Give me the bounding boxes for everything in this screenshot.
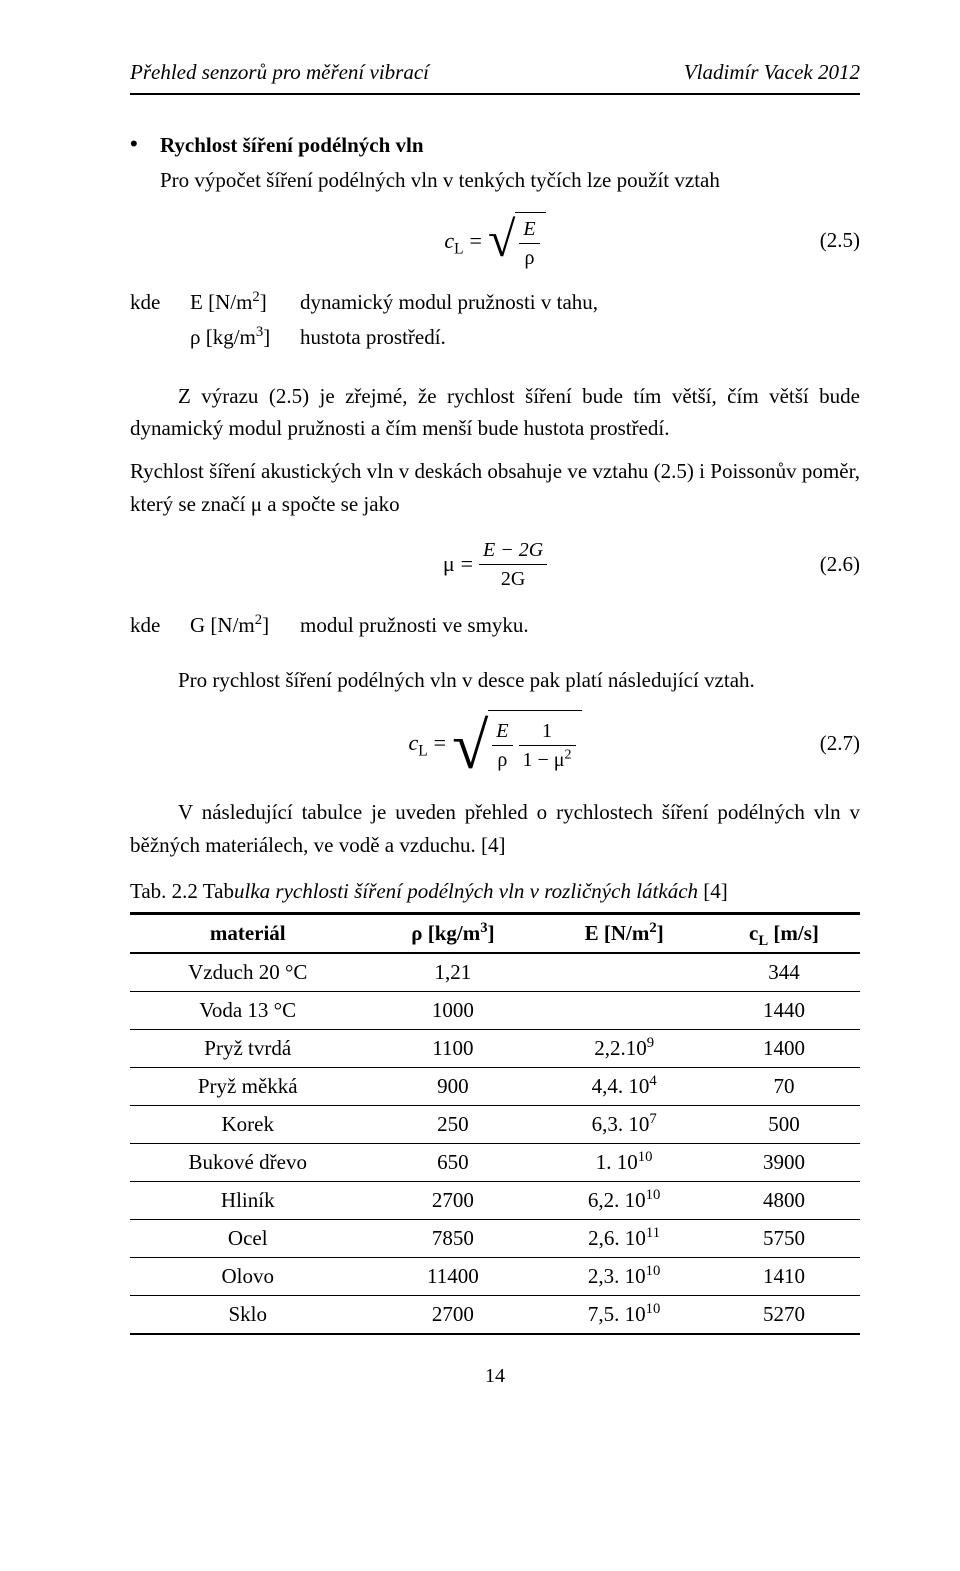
- table-cell: 1400: [708, 1030, 860, 1068]
- bullet-icon: •: [130, 133, 160, 155]
- table-cell: Hliník: [130, 1182, 366, 1220]
- table-cell: [540, 953, 708, 992]
- table-cell: [540, 992, 708, 1030]
- header-right: Vladimír Vacek 2012: [684, 60, 860, 85]
- table-row: Pryž měkká9004,4. 10470: [130, 1068, 860, 1106]
- col-modulus: E [N/m2]: [540, 914, 708, 954]
- table-row: Korek2506,3. 107500: [130, 1106, 860, 1144]
- eq27-sqrt: √ E ρ 1 1 − μ2: [452, 710, 581, 776]
- equation-2-5: cL = √ E ρ (2.5): [130, 211, 860, 271]
- table-cell: 2700: [366, 1296, 541, 1335]
- header-left: Přehled senzorů pro měření vibrací: [130, 60, 429, 85]
- table-cell: Vzduch 20 °C: [130, 953, 366, 992]
- table-cell: 1. 1010: [540, 1144, 708, 1182]
- table-cell: 4800: [708, 1182, 860, 1220]
- page-number: 14: [130, 1365, 860, 1388]
- eq26-fraction: E − 2G 2G: [479, 538, 547, 591]
- where-list-2: kde G [N/m2] modul pružnosti ve smyku.: [130, 608, 860, 644]
- equation-2-7: cL = √ E ρ 1 1 − μ2: [130, 710, 860, 776]
- table-cell: 2700: [366, 1182, 541, 1220]
- table-cell: 1440: [708, 992, 860, 1030]
- intro-paragraph: Pro výpočet šíření podélných vln v tenký…: [160, 164, 860, 197]
- table-cell: Pryž měkká: [130, 1068, 366, 1106]
- table-cell: Voda 13 °C: [130, 992, 366, 1030]
- table-row: Sklo27007,5. 10105270: [130, 1296, 860, 1335]
- table-cell: 6,3. 107: [540, 1106, 708, 1144]
- paragraph-5: V následující tabulce je uveden přehled …: [130, 796, 860, 861]
- where2-sym: G [N/m2]: [190, 608, 300, 644]
- table-cell: 2,2.109: [540, 1030, 708, 1068]
- table-row: Voda 13 °C1000 1440: [130, 992, 860, 1030]
- table-cell: 900: [366, 1068, 541, 1106]
- table-row: Bukové dřevo6501. 10103900: [130, 1144, 860, 1182]
- section-heading-row: • Rychlost šíření podélných vln: [130, 133, 860, 158]
- table-cell: 2,6. 1011: [540, 1220, 708, 1258]
- table-cell: 2,3. 1010: [540, 1258, 708, 1296]
- eq27-number: (2.7): [820, 731, 860, 756]
- col-density: ρ [kg/m3]: [366, 914, 541, 954]
- table-cell: 7850: [366, 1220, 541, 1258]
- table-cell: Bukové dřevo: [130, 1144, 366, 1182]
- eq27-lhs: cL: [408, 730, 427, 756]
- eq25-number: (2.5): [820, 228, 860, 253]
- where-list-1: kde E [N/m2] dynamický modul pružnosti v…: [130, 285, 860, 356]
- table-caption: Tab. 2.2 Tabulka rychlosti šíření podéln…: [130, 879, 860, 904]
- table-cell: 1000: [366, 992, 541, 1030]
- table-cell: 11400: [366, 1258, 541, 1296]
- table-cell: 70: [708, 1068, 860, 1106]
- table-row: Pryž tvrdá11002,2.1091400: [130, 1030, 860, 1068]
- table-cell: Korek: [130, 1106, 366, 1144]
- table-cell: Sklo: [130, 1296, 366, 1335]
- eq25-sqrt: √ E ρ: [488, 212, 546, 270]
- materials-table: materiál ρ [kg/m3] E [N/m2] cL [m/s] Vzd…: [130, 912, 860, 1335]
- table-cell: 1100: [366, 1030, 541, 1068]
- eq27-equals: =: [434, 730, 446, 756]
- table-cell: 344: [708, 953, 860, 992]
- paragraph-4: Pro rychlost šíření podélných vln v desc…: [130, 664, 860, 697]
- table-cell: 4,4. 104: [540, 1068, 708, 1106]
- table-cell: 500: [708, 1106, 860, 1144]
- table-cell: 7,5. 1010: [540, 1296, 708, 1335]
- paragraph-3: Rychlost šíření akustických vln v deskác…: [130, 455, 860, 520]
- table-row: Ocel78502,6. 10115750: [130, 1220, 860, 1258]
- table-cell: 3900: [708, 1144, 860, 1182]
- eq26-lhs: μ: [443, 551, 455, 577]
- table-cell: 1410: [708, 1258, 860, 1296]
- where2-desc: modul pružnosti ve smyku.: [300, 608, 860, 644]
- eq26-number: (2.6): [820, 552, 860, 577]
- where-kde-2: kde: [130, 608, 190, 644]
- table-cell: Olovo: [130, 1258, 366, 1296]
- eq26-equals: =: [461, 551, 473, 577]
- col-speed: cL [m/s]: [708, 914, 860, 954]
- section-title: Rychlost šíření podélných vln: [160, 133, 424, 158]
- where1-sym-1: ρ [kg/m3]: [190, 320, 300, 356]
- table-cell: 5750: [708, 1220, 860, 1258]
- table-header-row: materiál ρ [kg/m3] E [N/m2] cL [m/s]: [130, 914, 860, 954]
- table-cell: 650: [366, 1144, 541, 1182]
- eq25-equals: =: [470, 228, 482, 254]
- col-material: materiál: [130, 914, 366, 954]
- eq25-lhs: cL: [444, 228, 463, 254]
- table-cell: 6,2. 1010: [540, 1182, 708, 1220]
- table-row: Hliník27006,2. 10104800: [130, 1182, 860, 1220]
- table-cell: Pryž tvrdá: [130, 1030, 366, 1068]
- where1-desc-1: hustota prostředí.: [300, 320, 860, 356]
- page-header: Přehled senzorů pro měření vibrací Vladi…: [130, 60, 860, 95]
- table-cell: Ocel: [130, 1220, 366, 1258]
- paragraph-2: Z výrazu (2.5) je zřejmé, že rychlost ší…: [130, 380, 860, 445]
- where-kde-1: kde: [130, 285, 190, 321]
- table-row: Vzduch 20 °C1,21 344: [130, 953, 860, 992]
- table-cell: 1,21: [366, 953, 541, 992]
- where1-desc-0: dynamický modul pružnosti v tahu,: [300, 285, 860, 321]
- equation-2-6: μ = E − 2G 2G (2.6): [130, 534, 860, 594]
- table-cell: 250: [366, 1106, 541, 1144]
- where1-sym-0: E [N/m2]: [190, 285, 300, 321]
- table-row: Olovo114002,3. 10101410: [130, 1258, 860, 1296]
- table-cell: 5270: [708, 1296, 860, 1335]
